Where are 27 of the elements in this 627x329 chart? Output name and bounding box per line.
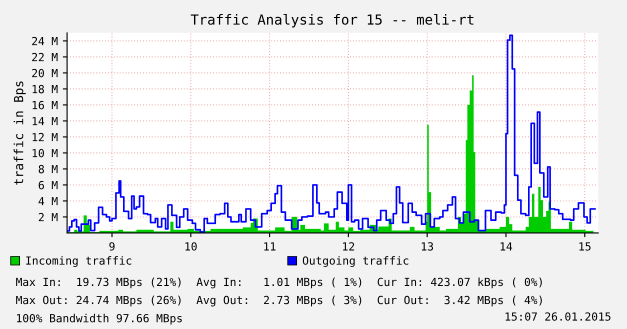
x-tick-label: 15 <box>579 242 591 251</box>
y-tick-label: 20 M <box>32 68 58 78</box>
y-tick-label: 6 M <box>38 180 58 190</box>
y-tick-label: 14 M <box>32 117 58 126</box>
chart-title: Traffic Analysis for 15 -- meli-rt <box>190 14 474 28</box>
x-tick-label: 9 <box>109 242 115 251</box>
text: Max Out: 24.74 MBps (26%) Avg Out: 2.73 MBps ( 3%) Cur Out: 3.42 MBps ( 4%) <box>16 296 542 306</box>
text: Max In: 19.73 MBps (21%) Avg In: 1.01 MBps ( 1%) Cur In: 423.07 kBps ( 0%) <box>16 278 542 288</box>
y-tick-label: 4 M <box>38 197 58 206</box>
x-tick-label: 13 <box>422 242 434 251</box>
x-tick-label: 11 <box>264 242 276 250</box>
y-tick-label: 18 M <box>32 84 58 94</box>
legend-label: Outgoing traffic <box>302 256 408 267</box>
text: 15:07 26.01.2015 <box>506 312 610 321</box>
y-tick-label: 12 M <box>32 132 58 142</box>
y-tick-label: 10 M <box>32 148 58 158</box>
y-tick-label: 8 M <box>38 164 58 174</box>
x-tick-label: 10 <box>185 242 197 251</box>
y-tick-label: 22 M <box>32 52 58 62</box>
y-tick-label: 16 M <box>32 100 58 110</box>
x-tick-label: 14 <box>500 242 512 250</box>
y-tick-label: 24 M <box>32 36 58 46</box>
x-tick-label: 12 <box>343 242 354 250</box>
y-tick-label: 2 M <box>38 212 58 222</box>
text: 100% Bandwidth 97.66 MBps <box>17 314 182 325</box>
y-axis-title: traffic in Bps <box>14 81 26 185</box>
legend-label: Incoming traffic <box>26 256 132 267</box>
